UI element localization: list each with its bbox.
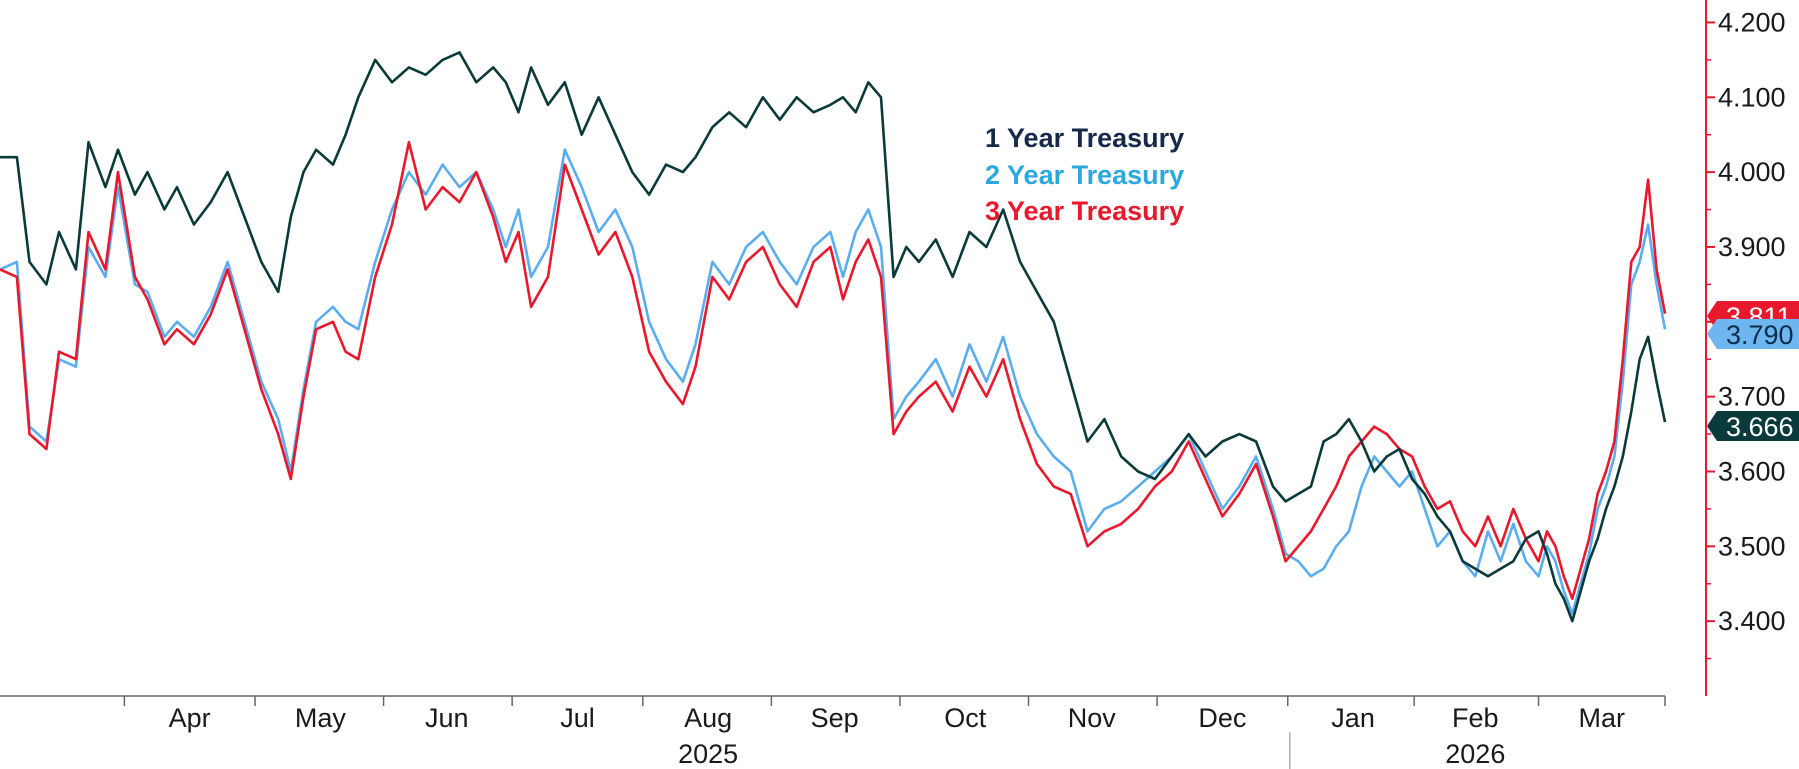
y-tick-label: 3.900	[1718, 232, 1786, 262]
last-value-badges: 3.811 3.790 3.666	[1707, 301, 1799, 442]
axes	[0, 0, 1707, 697]
x-ticks: Apr May Jun Jul Aug Sep Oct Nov Dec Jan Feb Mar 2025…	[123, 696, 1666, 769]
y-tick-label: 4.100	[1718, 82, 1786, 112]
x-tick-label-apr: Apr	[169, 703, 211, 733]
badge-1y-shape	[1707, 411, 1799, 441]
y-tick-label: 3.500	[1718, 531, 1786, 561]
badge-2y-text: 3.790	[1726, 320, 1794, 350]
legend-entry-3y: 3 Year Treasury	[985, 196, 1184, 226]
series-line-1-year-treasury	[0, 51, 1667, 623]
year-label-2025: 2025	[678, 739, 738, 769]
legend: 1 Year Treasury 2 Year Treasury 3 Year T…	[985, 123, 1184, 226]
y-ticks: 3.4003.5003.6003.7003.8003.9004.0004.100…	[1706, 7, 1786, 660]
legend-entry-1y: 1 Year Treasury	[985, 123, 1184, 153]
last-value-badge-2y: 3.790	[1707, 319, 1799, 350]
series-lines	[0, 51, 1667, 623]
y-tick-label: 4.200	[1718, 7, 1786, 37]
y-tick-label: 3.400	[1718, 606, 1786, 636]
x-tick-label-jan: Jan	[1331, 703, 1375, 733]
year-label-2026: 2026	[1445, 739, 1505, 769]
x-tick-label-feb: Feb	[1452, 703, 1499, 733]
series-line-3-year-treasury	[0, 140, 1667, 600]
y-tick-label: 3.700	[1718, 382, 1786, 412]
x-tick-label-dec: Dec	[1198, 703, 1246, 733]
x-tick-label-sep: Sep	[811, 703, 859, 733]
x-tick-label-jun: Jun	[425, 703, 469, 733]
x-tick-label-may: May	[295, 703, 347, 733]
series-line-2-year-treasury	[0, 148, 1667, 615]
legend-entry-2y: 2 Year Treasury	[985, 160, 1184, 190]
y-tick-label: 3.600	[1718, 456, 1786, 486]
x-tick-label-oct: Oct	[944, 703, 987, 733]
x-tick-label-jul: Jul	[560, 703, 595, 733]
badge-1y-text: 3.666	[1726, 412, 1794, 442]
y-tick-label: 4.000	[1718, 157, 1786, 187]
badge-2y-shape	[1707, 319, 1799, 349]
last-value-badge-1y: 3.666	[1707, 411, 1799, 442]
x-tick-label-nov: Nov	[1068, 703, 1117, 733]
x-tick-label-mar: Mar	[1579, 703, 1626, 733]
x-tick-label-aug: Aug	[684, 703, 732, 733]
